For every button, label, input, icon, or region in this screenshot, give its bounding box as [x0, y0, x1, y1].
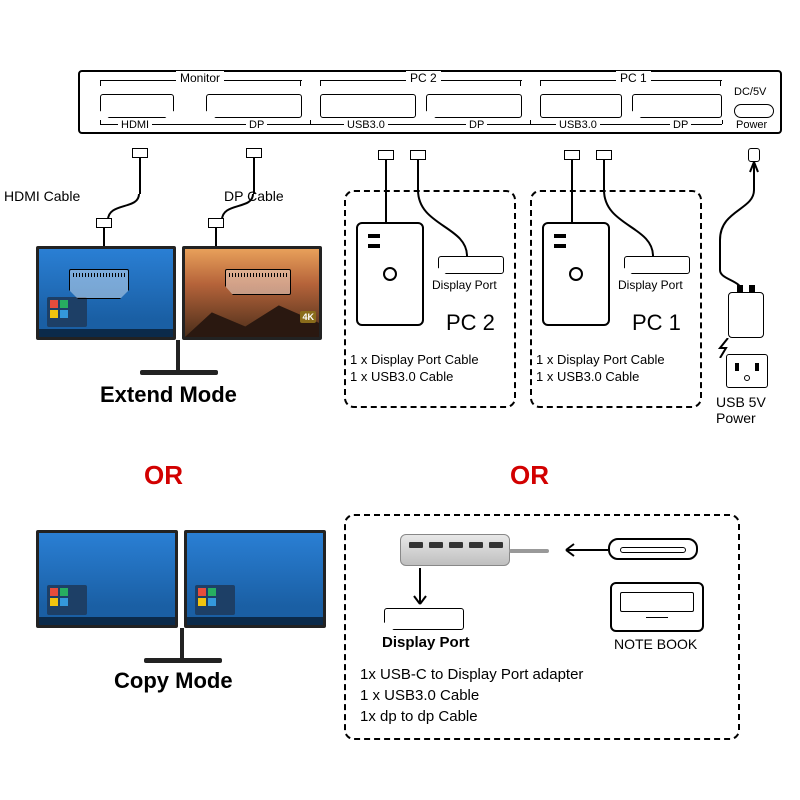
wire	[103, 228, 105, 246]
port-monitor-dp	[206, 94, 302, 118]
port-p2usb-label: USB3.0	[344, 119, 388, 131]
pc2-dp-label: Display Port	[432, 278, 497, 292]
tick	[540, 80, 541, 86]
tick	[530, 120, 531, 124]
pc2-dp-plug	[410, 150, 426, 160]
port-mdp-label: DP	[246, 119, 267, 131]
badge-4k: 4K	[300, 311, 316, 323]
port-pc2-usb	[320, 94, 416, 118]
nb-req: 1x USB-C to Display Port adapter 1 x USB…	[360, 664, 583, 727]
port-pc1-dp	[632, 94, 722, 118]
group-pc1-label: PC 1	[616, 71, 651, 85]
copy-stand	[180, 628, 184, 658]
pc1-dp-plug	[596, 150, 612, 160]
dp-connector-overlay	[225, 269, 291, 295]
pc1-dp-port	[624, 256, 690, 274]
extend-monitor-right: 4K	[182, 246, 322, 340]
nb-dp-port	[384, 608, 464, 630]
copy-monitor-left	[36, 530, 178, 628]
port-p2dp-label: DP	[466, 119, 487, 131]
power-top-label: DC/5V	[734, 86, 766, 98]
nb-dp-label: Display Port	[382, 634, 470, 651]
req-line: 1 x USB3.0 Cable	[350, 369, 479, 386]
hdmi-connector-overlay	[69, 269, 129, 299]
tick	[520, 80, 521, 86]
dp-cable-label: DP Cable	[224, 188, 284, 204]
pc2-dp-bend	[417, 186, 477, 256]
wire	[571, 160, 573, 222]
group-monitor-label: Monitor	[176, 71, 224, 85]
bracket	[100, 124, 722, 125]
tick	[310, 120, 311, 124]
hdmi-cable-label: HDMI Cable	[4, 188, 80, 204]
tick	[320, 80, 321, 86]
port-power-label: Power	[736, 119, 767, 131]
arrow-hub-to-usbc	[560, 540, 610, 560]
pc2-dp-port	[438, 256, 504, 274]
req-line: 1 x USB3.0 Cable	[536, 369, 665, 386]
req-line: 1x dp to dp Cable	[360, 706, 583, 727]
req-line: 1 x Display Port Cable	[350, 352, 479, 369]
dp-plug-top	[246, 148, 262, 158]
tick	[100, 80, 101, 86]
pc1-dp-label: Display Port	[618, 278, 683, 292]
usb-hub	[400, 534, 510, 566]
tick	[722, 120, 723, 124]
wire	[139, 158, 141, 194]
pc1-usb-plug	[564, 150, 580, 160]
port-p1usb-label: USB3.0	[556, 119, 600, 131]
pc2-label: PC 2	[446, 310, 495, 336]
pc1-tower	[542, 222, 610, 326]
pc2-req: 1 x Display Port Cable 1 x USB3.0 Cable	[350, 352, 479, 386]
power-brick	[728, 292, 764, 338]
extend-base	[140, 370, 218, 375]
wire	[215, 228, 217, 246]
tick	[100, 120, 101, 124]
power-outlet	[726, 354, 768, 388]
tick	[300, 80, 301, 86]
port-pc1-usb	[540, 94, 622, 118]
port-p1dp-label: DP	[670, 119, 691, 131]
group-pc2-label: PC 2	[406, 71, 441, 85]
port-power	[734, 104, 774, 118]
tick	[720, 80, 721, 86]
port-hdmi-label: HDMI	[118, 119, 152, 131]
or-left: OR	[144, 460, 183, 491]
hdmi-plug-top	[132, 148, 148, 158]
port-hdmi	[100, 94, 174, 118]
or-right: OR	[510, 460, 549, 491]
power-cable	[712, 160, 792, 300]
notebook-label: NOTE BOOK	[614, 636, 697, 652]
pc1-dp-bend	[603, 186, 663, 256]
arrow-hub-to-dp	[410, 566, 430, 610]
pc2-usb-plug	[378, 150, 394, 160]
pc1-label: PC 1	[632, 310, 681, 336]
req-line: 1 x USB3.0 Cable	[360, 685, 583, 706]
req-line: 1x USB-C to Display Port adapter	[360, 664, 583, 685]
hdmi-plug-bottom	[96, 218, 112, 228]
dp-plug-bottom	[208, 218, 224, 228]
copy-title: Copy Mode	[114, 668, 233, 694]
wire	[385, 160, 387, 222]
pc2-tower	[356, 222, 424, 326]
extend-title: Extend Mode	[100, 382, 237, 408]
pc1-req: 1 x Display Port Cable 1 x USB3.0 Cable	[536, 352, 665, 386]
laptop-icon	[610, 582, 704, 632]
req-line: 1 x Display Port Cable	[536, 352, 665, 369]
extend-monitor-left	[36, 246, 176, 340]
copy-monitor-right	[184, 530, 326, 628]
extend-stand	[176, 340, 180, 370]
usb-c-icon	[608, 538, 698, 560]
port-pc2-dp	[426, 94, 522, 118]
power-label: USB 5V Power	[716, 394, 766, 426]
copy-base	[144, 658, 222, 663]
